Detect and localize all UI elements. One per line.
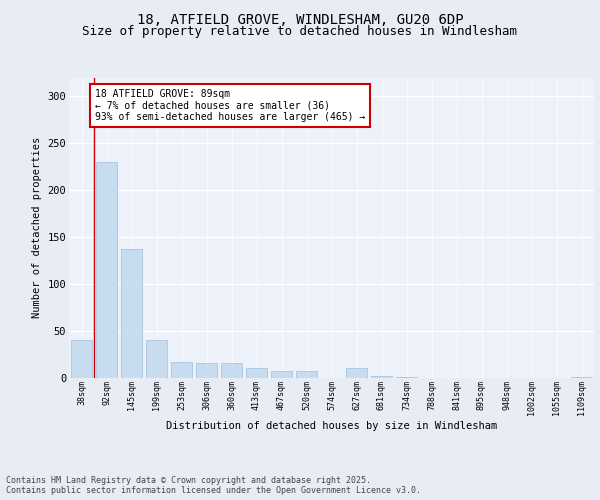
Bar xyxy=(371,376,392,378)
Text: 18 ATFIELD GROVE: 89sqm
← 7% of detached houses are smaller (36)
93% of semi-det: 18 ATFIELD GROVE: 89sqm ← 7% of detached… xyxy=(95,89,365,122)
Y-axis label: Number of detached properties: Number of detached properties xyxy=(32,137,42,318)
Bar xyxy=(171,362,192,378)
Bar xyxy=(221,362,242,378)
Bar xyxy=(571,376,592,378)
Bar xyxy=(196,362,217,378)
Bar xyxy=(346,368,367,378)
Bar xyxy=(296,371,317,378)
Bar xyxy=(121,249,142,378)
X-axis label: Distribution of detached houses by size in Windlesham: Distribution of detached houses by size … xyxy=(166,421,497,431)
Bar xyxy=(71,340,92,378)
Bar xyxy=(246,368,267,378)
Bar xyxy=(271,371,292,378)
Bar xyxy=(396,376,417,378)
Text: Size of property relative to detached houses in Windlesham: Size of property relative to detached ho… xyxy=(83,25,517,38)
Text: Contains HM Land Registry data © Crown copyright and database right 2025.
Contai: Contains HM Land Registry data © Crown c… xyxy=(6,476,421,495)
Bar xyxy=(96,162,117,378)
Bar xyxy=(146,340,167,378)
Text: 18, ATFIELD GROVE, WINDLESHAM, GU20 6DP: 18, ATFIELD GROVE, WINDLESHAM, GU20 6DP xyxy=(137,12,463,26)
